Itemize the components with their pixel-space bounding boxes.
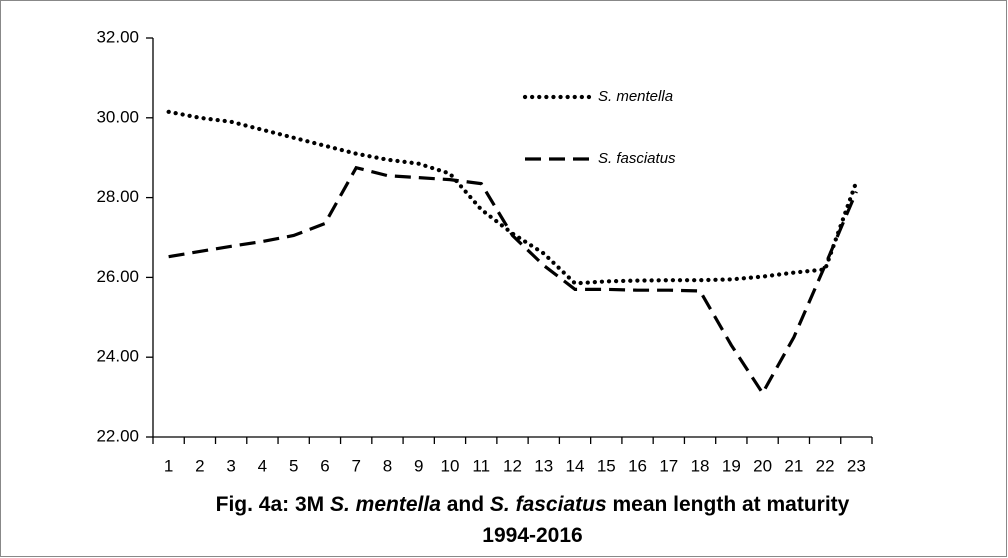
x-tick-label: 4 xyxy=(258,456,267,475)
x-tick-label: 23 xyxy=(847,456,866,475)
title-part: S. fasciatus xyxy=(490,493,607,516)
x-tick-label: 2 xyxy=(195,456,204,475)
x-tick-label: 8 xyxy=(383,456,392,475)
x-tick-label: 15 xyxy=(597,456,616,475)
y-tick-label: 32.00 xyxy=(96,27,139,46)
title-part: and xyxy=(441,493,490,516)
x-tick-label: 6 xyxy=(320,456,329,475)
y-tick-label: 28.00 xyxy=(96,187,139,206)
x-tick-label: 18 xyxy=(691,456,710,475)
x-tick-label: 17 xyxy=(659,456,678,475)
x-tick-label: 13 xyxy=(534,456,553,475)
x-tick-label: 1 xyxy=(164,456,173,475)
x-tick-label: 22 xyxy=(816,456,835,475)
y-tick-label: 26.00 xyxy=(96,267,139,286)
x-tick-label: 14 xyxy=(566,456,585,475)
x-tick-label: 19 xyxy=(722,456,741,475)
chart-title: Fig. 4a: 3M S. mentella and S. fasciatus… xyxy=(216,493,850,516)
y-tick-label: 24.00 xyxy=(96,347,139,366)
title-part: Fig. 4a: 3M xyxy=(216,493,330,516)
legend-label: S. fasciatus xyxy=(598,150,676,167)
title-part: mean length at maturity xyxy=(607,493,850,516)
x-tick-label: 5 xyxy=(289,456,298,475)
x-tick-label: 12 xyxy=(503,456,522,475)
y-tick-label: 22.00 xyxy=(96,426,139,445)
legend-label: S. mentella xyxy=(598,88,673,105)
x-tick-label: 10 xyxy=(441,456,460,475)
chart-title: 1994-2016 xyxy=(482,524,582,547)
title-part: 1994-2016 xyxy=(482,524,582,547)
y-tick-label: 30.00 xyxy=(96,107,139,126)
x-tick-label: 7 xyxy=(351,456,360,475)
x-tick-label: 16 xyxy=(628,456,647,475)
x-tick-label: 3 xyxy=(226,456,235,475)
x-tick-label: 9 xyxy=(414,456,423,475)
x-tick-label: 20 xyxy=(753,456,772,475)
title-part: S. mentella xyxy=(330,493,441,516)
series-line xyxy=(168,165,858,397)
x-tick-label: 11 xyxy=(472,456,490,475)
x-tick-label: 21 xyxy=(784,456,803,475)
